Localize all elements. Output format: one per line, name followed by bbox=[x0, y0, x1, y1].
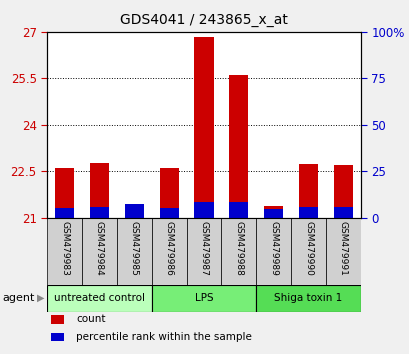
Bar bbox=[325, 218, 360, 285]
Bar bbox=[263, 209, 283, 218]
Bar bbox=[90, 162, 109, 218]
Text: agent: agent bbox=[2, 293, 34, 303]
Bar bbox=[82, 218, 117, 285]
Bar bbox=[151, 218, 186, 285]
Text: count: count bbox=[76, 314, 106, 325]
Bar bbox=[229, 75, 248, 218]
Text: LPS: LPS bbox=[194, 293, 213, 303]
Bar bbox=[90, 207, 109, 218]
Bar bbox=[194, 38, 213, 218]
Text: GSM479991: GSM479991 bbox=[338, 221, 347, 276]
Bar bbox=[159, 209, 178, 218]
Bar bbox=[221, 218, 256, 285]
Bar bbox=[117, 218, 151, 285]
Text: GDS4041 / 243865_x_at: GDS4041 / 243865_x_at bbox=[120, 12, 287, 27]
Text: GSM479990: GSM479990 bbox=[303, 221, 312, 276]
Bar bbox=[151, 285, 256, 312]
Bar bbox=[52, 332, 64, 342]
Bar bbox=[263, 206, 283, 218]
Text: Shiga toxin 1: Shiga toxin 1 bbox=[274, 293, 342, 303]
Text: GSM479989: GSM479989 bbox=[269, 221, 277, 276]
Text: untreated control: untreated control bbox=[54, 293, 144, 303]
Bar bbox=[333, 207, 352, 218]
Text: GSM479983: GSM479983 bbox=[60, 221, 69, 276]
Bar bbox=[194, 202, 213, 218]
Bar bbox=[186, 218, 221, 285]
Text: percentile rank within the sample: percentile rank within the sample bbox=[76, 332, 252, 342]
Bar bbox=[124, 215, 144, 218]
Bar bbox=[47, 218, 82, 285]
Text: ▶: ▶ bbox=[37, 293, 44, 303]
Bar bbox=[159, 168, 178, 218]
Bar bbox=[256, 218, 290, 285]
Bar bbox=[229, 202, 248, 218]
Bar bbox=[47, 285, 151, 312]
Bar bbox=[124, 204, 144, 218]
Text: GSM479988: GSM479988 bbox=[234, 221, 243, 276]
Bar bbox=[298, 165, 317, 218]
Bar bbox=[290, 218, 325, 285]
Bar bbox=[55, 167, 74, 218]
Bar bbox=[52, 315, 64, 324]
Bar bbox=[333, 165, 352, 218]
Bar bbox=[55, 209, 74, 218]
Text: GSM479985: GSM479985 bbox=[130, 221, 138, 276]
Bar bbox=[256, 285, 360, 312]
Bar bbox=[298, 207, 317, 218]
Text: GSM479984: GSM479984 bbox=[95, 221, 103, 276]
Text: GSM479986: GSM479986 bbox=[164, 221, 173, 276]
Text: GSM479987: GSM479987 bbox=[199, 221, 208, 276]
